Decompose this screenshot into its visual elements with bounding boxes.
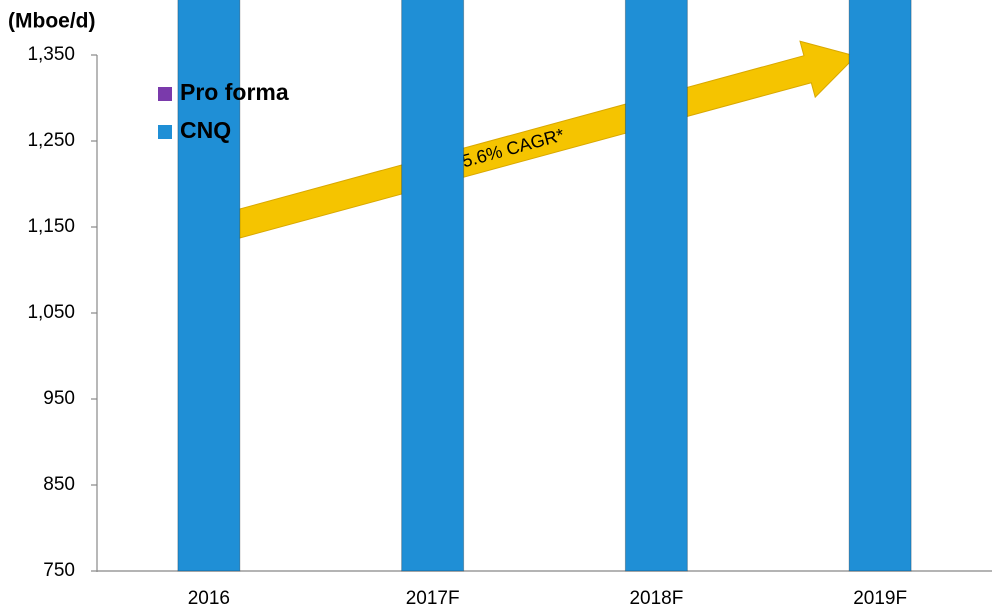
bar-segment (848, 0, 912, 572)
y-tick-label: 750 (43, 560, 75, 581)
y-tick-label: 1,150 (27, 216, 75, 237)
y-axis-label: (Mboe/d) (8, 10, 95, 33)
y-tick-label: 950 (43, 388, 75, 409)
bar-segment (401, 0, 465, 572)
y-tick-label: 1,050 (27, 302, 75, 323)
bar-segment (177, 0, 241, 572)
cagr-arrow: 15.6% CAGR* (185, 40, 857, 252)
y-tick-label: 1,350 (27, 44, 75, 65)
y-tick-label: 1,250 (27, 130, 75, 151)
x-tick-label: 2019F (853, 588, 907, 609)
x-tick-label: 2016 (188, 588, 230, 609)
arrow-shape (185, 40, 857, 252)
x-tick-label: 2018F (629, 588, 683, 609)
x-tick-label: 2017F (406, 588, 460, 609)
bar-segment (624, 0, 688, 572)
y-tick-label: 850 (43, 474, 75, 495)
legend-swatch (158, 87, 172, 101)
legend-label: Pro forma (180, 79, 289, 105)
legend-swatch (158, 125, 172, 139)
legend-label: CNQ (180, 117, 231, 143)
